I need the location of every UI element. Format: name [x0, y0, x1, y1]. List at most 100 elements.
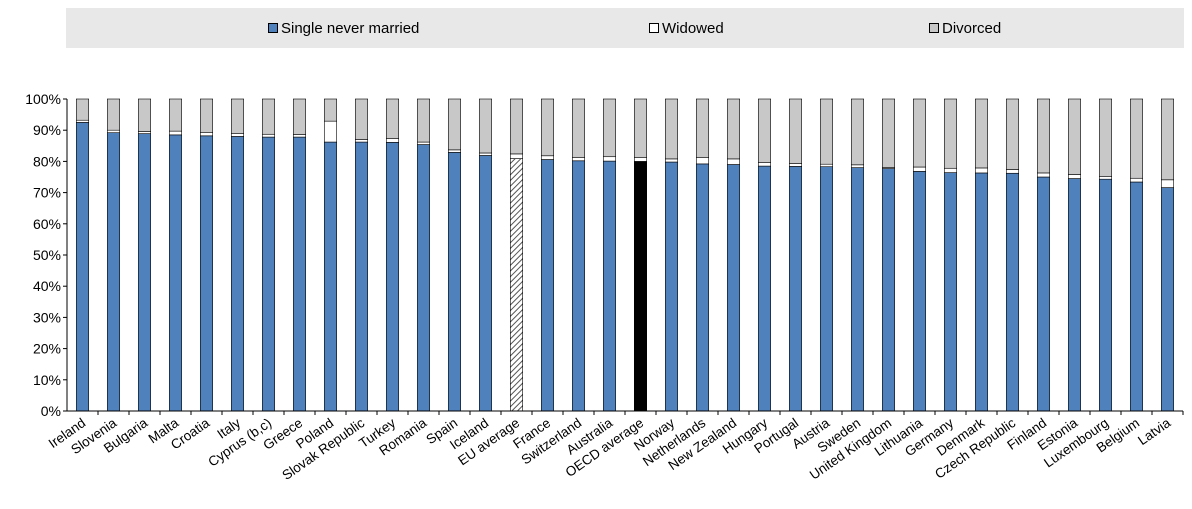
y-tick-label: 30%	[33, 309, 61, 325]
bar-divorced	[912, 98, 926, 168]
bar-widowed	[416, 141, 430, 145]
bar-widowed	[354, 139, 368, 143]
legend-label-widowed: Widowed	[662, 19, 724, 37]
bar-divorced	[788, 98, 802, 164]
bar-divorced	[169, 98, 183, 132]
x-category-label: Latvia	[1135, 415, 1174, 448]
legend: Single never married Widowed Divorced	[66, 8, 1184, 48]
bar-single-never-married	[292, 136, 306, 412]
bar-single-never-married	[261, 136, 275, 412]
bar-single-never-married	[912, 171, 926, 412]
bar-single-never-married	[881, 168, 895, 412]
bar-widowed	[726, 158, 740, 165]
bar-single-never-married	[107, 132, 121, 412]
bar-single-never-married	[695, 163, 709, 412]
bar-widowed	[1005, 169, 1019, 174]
bar-single-never-married	[354, 141, 368, 412]
bar-single-never-married	[540, 159, 554, 412]
legend-swatch-widowed	[649, 23, 659, 33]
bar-divorced	[540, 98, 554, 157]
bar-widowed	[974, 167, 988, 174]
y-tick-label: 90%	[33, 122, 61, 138]
bar-divorced	[107, 98, 121, 131]
bar-single-never-married	[943, 172, 957, 412]
bar-widowed	[292, 134, 306, 138]
bar-divorced	[416, 98, 430, 143]
bar-widowed	[695, 157, 709, 165]
bar-divorced	[757, 98, 771, 163]
bar-divorced	[602, 98, 616, 158]
bar-widowed	[788, 163, 802, 167]
legend-label-divorced: Divorced	[942, 19, 1002, 37]
bar-divorced	[354, 98, 368, 140]
bar-widowed	[664, 158, 678, 163]
bar-widowed	[261, 133, 275, 138]
bar-widowed	[757, 162, 771, 167]
y-tick-label: 0%	[41, 403, 61, 419]
bar-widowed	[1099, 176, 1113, 180]
bar-divorced	[200, 98, 214, 134]
bar-single-never-married	[664, 161, 678, 412]
bar-divorced	[447, 98, 461, 151]
legend-label-single: Single never married	[281, 19, 420, 37]
y-tick-label: 20%	[33, 341, 61, 357]
bar-divorced	[1005, 98, 1019, 170]
bar-widowed	[571, 157, 585, 162]
bar-single-never-married	[138, 133, 152, 412]
legend-swatch-divorced	[929, 23, 939, 33]
bar-widowed	[323, 120, 337, 143]
bar-divorced	[323, 98, 337, 122]
legend-item-widowed: Widowed	[649, 19, 724, 37]
bar-single-never-married	[169, 134, 183, 412]
bar-single-never-married	[1130, 181, 1144, 412]
bar-single-never-married	[1068, 178, 1082, 412]
bar-divorced	[292, 98, 306, 135]
y-tick-label: 40%	[33, 278, 61, 294]
y-tick-label: 80%	[33, 153, 61, 169]
bar-single-never-married	[819, 166, 833, 412]
bar-divorced	[850, 98, 864, 166]
legend-item-single: Single never married	[268, 19, 420, 37]
bar-divorced	[1130, 98, 1144, 179]
bar-widowed	[509, 153, 523, 159]
bar-widowed	[633, 157, 647, 162]
bar-widowed	[447, 149, 461, 153]
bar-single-never-married	[1161, 187, 1175, 412]
bar-single-never-married	[509, 158, 523, 412]
bar-widowed	[943, 167, 957, 173]
bar-divorced	[138, 98, 152, 132]
bar-single-never-married	[633, 161, 647, 412]
bar-single-never-married	[726, 164, 740, 412]
bar-divorced	[478, 98, 492, 154]
bar-divorced	[633, 98, 647, 158]
bar-divorced	[571, 98, 585, 158]
bar-divorced	[974, 98, 988, 169]
bar-divorced	[881, 98, 895, 168]
bar-single-never-married	[416, 144, 430, 412]
y-tick-label: 10%	[33, 372, 61, 388]
bar-single-never-married	[974, 172, 988, 412]
bar-divorced	[76, 98, 90, 121]
bar-single-never-married	[200, 135, 214, 412]
bar-widowed	[231, 133, 245, 137]
bar-single-never-married	[757, 165, 771, 412]
y-tick-label: 100%	[25, 91, 61, 107]
bar-divorced	[509, 98, 523, 155]
y-tick-label: 70%	[33, 185, 61, 201]
bar-single-never-married	[571, 160, 585, 412]
bar-single-never-married	[447, 152, 461, 412]
bar-divorced	[1099, 98, 1113, 177]
bar-divorced	[726, 98, 740, 160]
bar-widowed	[478, 152, 492, 156]
bar-divorced	[385, 98, 399, 139]
bar-divorced	[1037, 98, 1051, 174]
bar-single-never-married	[1037, 176, 1051, 412]
bar-widowed	[819, 163, 833, 168]
bar-widowed	[107, 129, 121, 133]
bar-widowed	[76, 119, 90, 123]
bar-single-never-married	[788, 166, 802, 412]
legend-item-divorced: Divorced	[929, 19, 1002, 37]
bar-divorced	[1068, 98, 1082, 175]
bar-divorced	[819, 98, 833, 165]
